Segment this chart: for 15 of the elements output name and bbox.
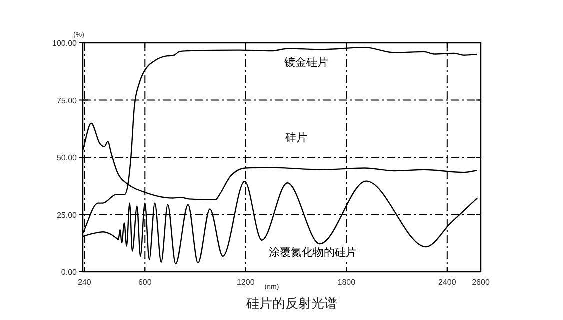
x-tick-label: 1800 <box>338 278 356 287</box>
x-tick-label: 2600 <box>472 278 490 287</box>
y-tick-label: 25.00 <box>56 210 78 220</box>
x-tick-label: 240 <box>78 278 92 287</box>
series-label: 镀金硅片 <box>283 56 328 69</box>
series-label: 涂覆氮化物的硅片 <box>269 246 358 259</box>
y-tick-label: 100.00 <box>52 39 78 48</box>
y-tick-label: 75.00 <box>56 96 78 106</box>
x-tick-label: 1200 <box>236 278 256 287</box>
text: 硅片 <box>284 131 308 144</box>
text: 硅片的反射光谱 <box>246 296 338 311</box>
x-tick-label: 2400 <box>438 278 457 287</box>
y-tick-label: 50.00 <box>56 154 78 162</box>
y-tick-label: 0.00 <box>61 268 78 277</box>
x-tick-label: 600 <box>138 278 152 287</box>
